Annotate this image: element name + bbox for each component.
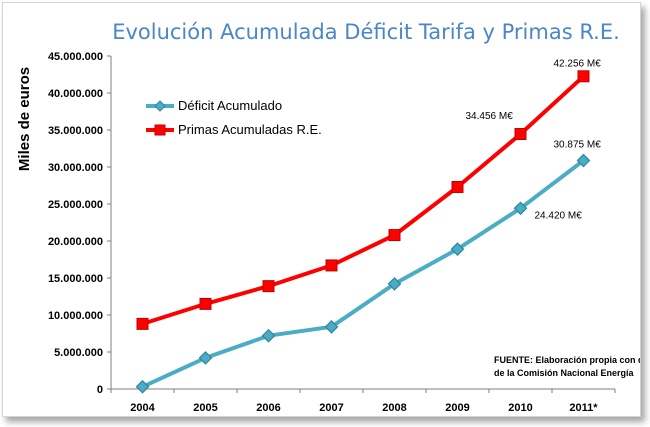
series-point-0 bbox=[576, 153, 591, 168]
source-note: FUENTE: Elaboración propia con datos de l… bbox=[494, 355, 640, 378]
y-tick-label: 40.000.000 bbox=[48, 88, 103, 100]
x-tick-label: 2008 bbox=[382, 402, 406, 414]
x-tick-label: 2006 bbox=[256, 402, 280, 414]
data-label: 34.456 M€ bbox=[466, 111, 514, 122]
series-point-1 bbox=[136, 317, 149, 330]
data-label: 30.875 M€ bbox=[554, 140, 602, 151]
x-tick-label: 2005 bbox=[193, 402, 217, 414]
y-tick-label: 45.000.000 bbox=[48, 51, 103, 63]
series-layer bbox=[135, 70, 591, 394]
y-tick-label: 5.000.000 bbox=[54, 347, 103, 359]
series-line-1 bbox=[141, 74, 585, 326]
chart-title: Evolución Acumulada Déficit Tarifa y Pri… bbox=[112, 20, 620, 44]
series-point-0 bbox=[261, 328, 276, 343]
chart-frame: Evolución Acumulada Déficit Tarifa y Pri… bbox=[2, 2, 641, 417]
x-tick-label: 2010 bbox=[508, 402, 532, 414]
axes: 0 5.000.000 10.000.000 15.000.000 20.000.000… bbox=[48, 51, 616, 414]
series-point-1 bbox=[514, 128, 527, 141]
data-label: 24.420 M€ bbox=[535, 210, 583, 221]
legend: Déficit Acumulado Primas Acumuladas R.E. bbox=[146, 98, 322, 137]
series-point-0 bbox=[387, 277, 402, 291]
y-tick-label: 30.000.000 bbox=[48, 162, 103, 174]
data-labels: 42.256 M€ 34.456 M€ 30.875 M€ 24.420 M€ bbox=[466, 58, 602, 221]
source-note-line: FUENTE: Elaboración propia con datos bbox=[494, 355, 640, 365]
y-axis-label: Miles de euros bbox=[16, 67, 33, 171]
y-tick-label: 10.000.000 bbox=[48, 310, 103, 322]
series-point-1 bbox=[262, 280, 275, 293]
series-point-1 bbox=[577, 70, 590, 83]
y-tick-label: 0 bbox=[97, 384, 103, 396]
x-tick-label: 2004 bbox=[130, 402, 155, 414]
series-point-0 bbox=[450, 242, 465, 256]
series-point-1 bbox=[388, 229, 401, 242]
chart-canvas: Evolución Acumulada Déficit Tarifa y Pri… bbox=[16, 20, 640, 414]
legend-marker-0 bbox=[154, 100, 166, 112]
series-point-0 bbox=[513, 201, 528, 216]
data-label: 42.256 M€ bbox=[554, 58, 602, 69]
legend-label-0: Déficit Acumulado bbox=[178, 98, 282, 113]
y-tick-label: 25.000.000 bbox=[48, 199, 103, 211]
series-point-0 bbox=[198, 351, 213, 365]
series-point-0 bbox=[324, 319, 339, 334]
series-line-0 bbox=[141, 158, 585, 389]
x-tick-label: 2009 bbox=[445, 402, 469, 414]
y-tick-label: 35.000.000 bbox=[48, 125, 103, 137]
y-tick-label: 15.000.000 bbox=[48, 273, 103, 285]
x-tick-label: 2007 bbox=[319, 402, 343, 414]
series-point-1 bbox=[325, 259, 338, 272]
series-point-0 bbox=[135, 379, 150, 394]
legend-marker-1 bbox=[154, 124, 166, 136]
y-tick-label: 20.000.000 bbox=[48, 236, 103, 248]
series-point-1 bbox=[199, 297, 212, 310]
series-point-1 bbox=[451, 180, 464, 193]
legend-label-1: Primas Acumuladas R.E. bbox=[178, 122, 322, 137]
x-tick-label: 2011* bbox=[569, 402, 598, 414]
source-note-line: de la Comisión Nacional Energía bbox=[494, 368, 635, 378]
